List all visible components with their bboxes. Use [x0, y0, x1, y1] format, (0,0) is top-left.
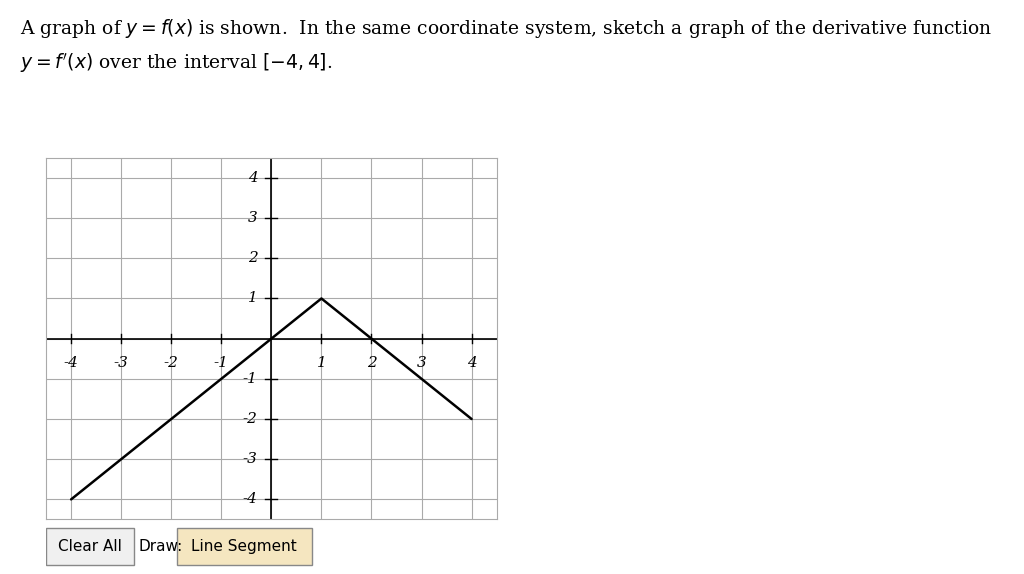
Text: -4: -4	[63, 355, 79, 370]
Text: -1: -1	[214, 355, 228, 370]
Text: -2: -2	[164, 355, 178, 370]
Text: Draw:: Draw:	[139, 539, 183, 554]
Text: Clear All: Clear All	[58, 539, 122, 554]
Text: 1: 1	[248, 292, 257, 305]
Text: -4: -4	[243, 492, 257, 506]
Text: 4: 4	[467, 355, 476, 370]
Text: 1: 1	[316, 355, 327, 370]
FancyBboxPatch shape	[177, 528, 312, 565]
Text: -3: -3	[114, 355, 129, 370]
Text: 4: 4	[248, 171, 257, 185]
Text: 3: 3	[248, 211, 257, 225]
Text: 3: 3	[417, 355, 426, 370]
FancyBboxPatch shape	[46, 528, 134, 565]
Text: -1: -1	[243, 372, 257, 386]
Text: 2: 2	[367, 355, 377, 370]
Text: -3: -3	[243, 452, 257, 466]
Text: 2: 2	[248, 251, 257, 265]
Text: A graph of $y = f(x)$ is shown.  In the same coordinate system, sketch a graph o: A graph of $y = f(x)$ is shown. In the s…	[20, 17, 992, 75]
Text: Line Segment: Line Segment	[191, 539, 297, 554]
Text: -2: -2	[243, 412, 257, 426]
